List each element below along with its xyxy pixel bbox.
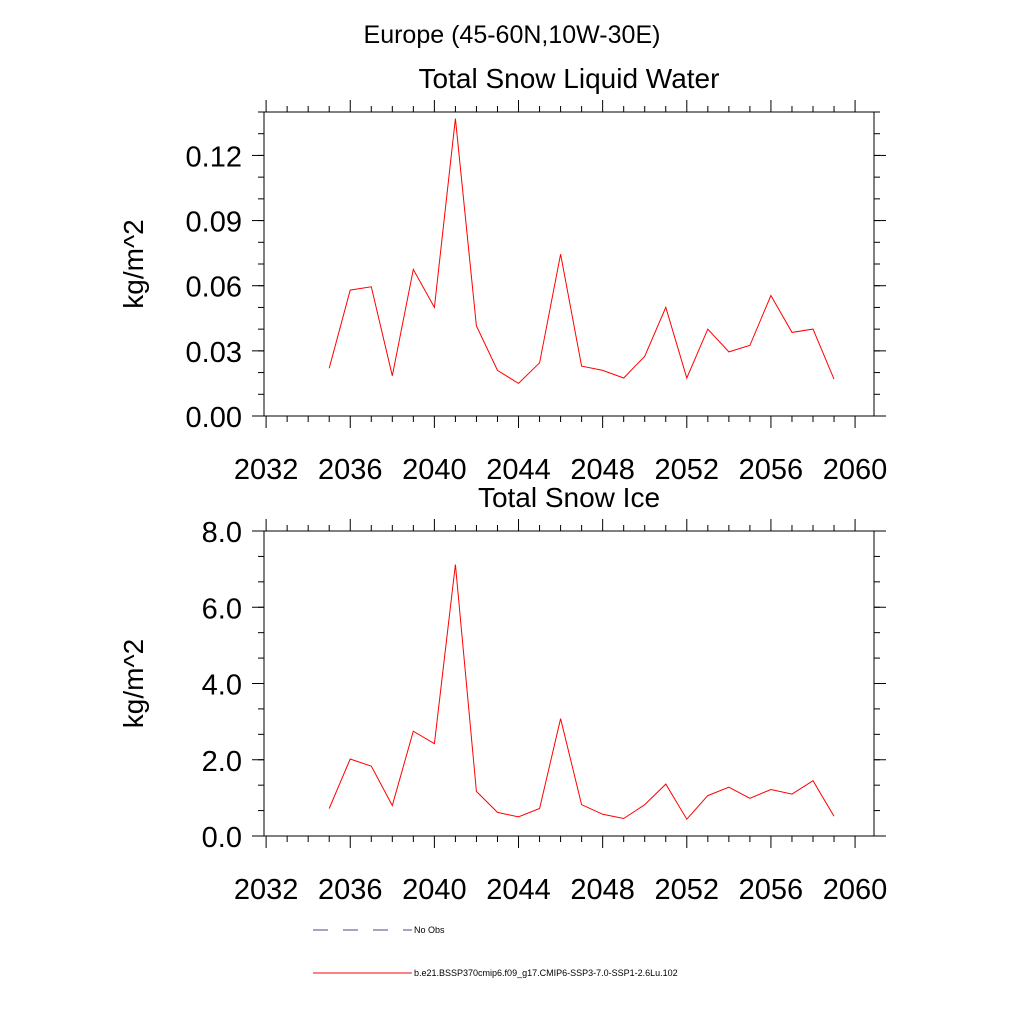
y-tick-label-snow-ice: 4.0 bbox=[202, 670, 242, 702]
y-tick-label-liquid-water: 0.00 bbox=[186, 402, 242, 434]
chart-title-liquid-water: Total Snow Liquid Water bbox=[419, 63, 720, 94]
plot-frame-snow-ice bbox=[263, 530, 875, 837]
y-tick-label-liquid-water: 0.03 bbox=[186, 337, 242, 369]
x-tick-label-snow-ice: 2056 bbox=[739, 874, 804, 906]
figure-suptitle: Europe (45-60N,10W-30E) bbox=[364, 21, 661, 49]
x-tick-label-snow-ice: 2036 bbox=[318, 874, 383, 906]
chart-title-snow-ice: Total Snow Ice bbox=[478, 482, 660, 513]
y-tick-label-snow-ice: 2.0 bbox=[202, 746, 242, 778]
x-tick-label-liquid-water: 2060 bbox=[823, 454, 888, 486]
y-tick-label-liquid-water: 0.12 bbox=[186, 141, 242, 173]
x-tick-label-snow-ice: 2032 bbox=[234, 874, 299, 906]
legend-label-model-run: b.e21.BSSP370cmip6.f09_g17.CMIP6-SSP3-7.… bbox=[414, 968, 678, 978]
y-tick-label-snow-ice: 0.0 bbox=[202, 822, 242, 854]
x-tick-label-snow-ice: 2052 bbox=[655, 874, 720, 906]
legend: No Obs b.e21.BSSP370cmip6.f09_g17.CMIP6-… bbox=[313, 925, 678, 978]
series-line-snow-ice bbox=[328, 564, 835, 821]
y-tick-label-liquid-water: 0.06 bbox=[186, 272, 242, 304]
y-axis-label-snow-ice: kg/m^2 bbox=[118, 639, 149, 728]
y-tick-label-liquid-water: 0.09 bbox=[186, 207, 242, 239]
x-tick-label-snow-ice: 2048 bbox=[570, 874, 635, 906]
y-axis-label-liquid-water: kg/m^2 bbox=[118, 219, 149, 308]
y-tick-label-snow-ice: 6.0 bbox=[202, 593, 242, 625]
y-tick-label-snow-ice: 8.0 bbox=[202, 517, 242, 549]
x-tick-label-liquid-water: 2044 bbox=[486, 454, 551, 486]
x-tick-label-liquid-water: 2032 bbox=[234, 454, 299, 486]
x-tick-label-liquid-water: 2048 bbox=[570, 454, 635, 486]
x-tick-label-liquid-water: 2056 bbox=[739, 454, 804, 486]
x-tick-label-snow-ice: 2060 bbox=[823, 874, 888, 906]
series-line-liquid-water bbox=[328, 118, 835, 385]
legend-label-no-obs: No Obs bbox=[414, 925, 445, 935]
x-tick-label-liquid-water: 2052 bbox=[655, 454, 720, 486]
plot-frame-liquid-water bbox=[263, 111, 875, 417]
panel-total-snow-ice: Total Snow Ice kg/m^2 0.0 2.0 4.0 6.0 8.0 2032 2… bbox=[118, 482, 887, 906]
x-tick-label-snow-ice: 2044 bbox=[486, 874, 551, 906]
x-tick-label-liquid-water: 2036 bbox=[318, 454, 383, 486]
panel-total-snow-liquid-water: Total Snow Liquid Water kg/m^2 0.00 0.03 0.0… bbox=[118, 63, 887, 486]
x-tick-label-liquid-water: 2040 bbox=[402, 454, 467, 486]
x-tick-label-snow-ice: 2040 bbox=[402, 874, 467, 906]
